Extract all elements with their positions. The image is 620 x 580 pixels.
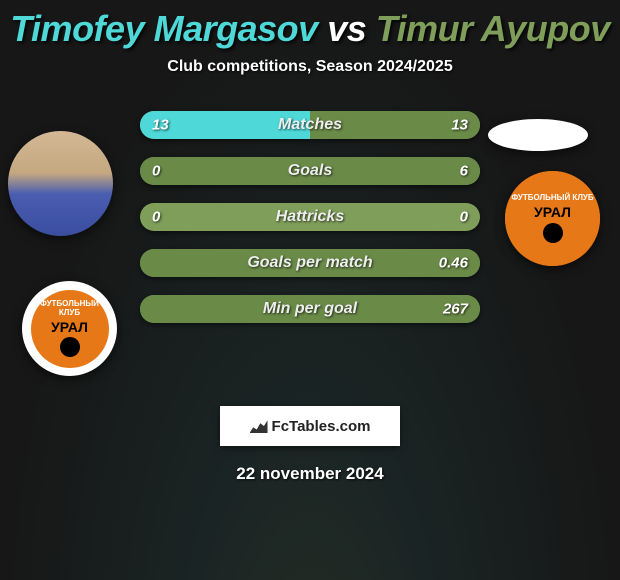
- player2-club-logo: ФУТБОЛЬНЫЙ КЛУБ УРАЛ: [505, 171, 600, 266]
- player1-club-logo: ФУТБОЛЬНЫЙ КЛУБ УРАЛ: [22, 281, 117, 376]
- content: Timofey Margasov vs Timur Ayupov Club co…: [0, 0, 620, 580]
- stat-row: Goals 0 6: [140, 157, 480, 185]
- stat-row: Goals per match 0.46: [140, 249, 480, 277]
- stat-row: Hattricks 0 0: [140, 203, 480, 231]
- page-title: Timofey Margasov vs Timur Ayupov: [0, 0, 620, 50]
- title-player2: Timur Ayupov: [376, 8, 610, 49]
- brand-box: FcTables.com: [220, 406, 400, 446]
- stat-label: Goals per match: [247, 254, 372, 272]
- stat-value-p1: 13: [152, 117, 169, 134]
- title-player1: Timofey Margasov: [10, 8, 317, 49]
- stat-bars: Matches 13 13 Goals 0 6 Hattricks 0 0 Goals per m…: [140, 111, 480, 323]
- stat-value-p2: 13: [451, 117, 468, 134]
- stat-value-p1: 0: [152, 209, 160, 226]
- avatar-placeholder: [8, 131, 113, 236]
- club-text-small: ФУТБОЛЬНЫЙ КЛУБ: [31, 300, 109, 318]
- brand-text: FcTables.com: [272, 418, 371, 435]
- stat-row: Min per goal 267: [140, 295, 480, 323]
- subtitle: Club competitions, Season 2024/2025: [0, 58, 620, 76]
- stat-label: Min per goal: [263, 300, 357, 318]
- stats-area: ФУТБОЛЬНЫЙ КЛУБ УРАЛ ФУТБОЛЬНЫЙ КЛУБ УРА…: [0, 111, 620, 371]
- stat-value-p2: 0: [460, 209, 468, 226]
- club-text-small: ФУТБОЛЬНЫЙ КЛУБ: [511, 194, 593, 203]
- club-text-big: УРАЛ: [51, 320, 88, 335]
- player2-photo-placeholder: [488, 119, 588, 151]
- stat-value-p2: 267: [443, 301, 468, 318]
- stat-value-p1: 0: [152, 163, 160, 180]
- chart-icon: [250, 419, 268, 433]
- stat-label: Hattricks: [276, 208, 344, 226]
- player1-photo: [8, 131, 113, 236]
- stat-value-p2: 6: [460, 163, 468, 180]
- ball-icon: [60, 337, 80, 357]
- stat-row: Matches 13 13: [140, 111, 480, 139]
- club-text-big: УРАЛ: [534, 205, 571, 220]
- ball-icon: [543, 223, 563, 243]
- title-vs: vs: [327, 8, 366, 49]
- stat-value-p2: 0.46: [439, 255, 468, 272]
- date: 22 november 2024: [0, 464, 620, 484]
- stat-label: Matches: [278, 116, 342, 134]
- stat-label: Goals: [288, 162, 332, 180]
